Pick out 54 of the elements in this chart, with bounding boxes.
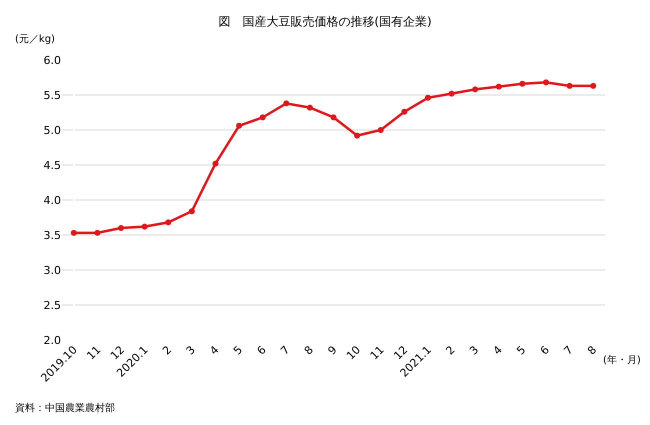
x-tick-label: 3 xyxy=(184,343,198,358)
point xyxy=(330,114,336,120)
point xyxy=(542,79,549,86)
point xyxy=(472,86,478,92)
point xyxy=(448,90,455,97)
x-tick-label: 3 xyxy=(467,343,482,358)
y-tick-label: 2.5 xyxy=(44,298,61,312)
point xyxy=(496,84,502,90)
x-tick-label: 6 xyxy=(254,343,269,358)
x-tick-label: 2 xyxy=(160,343,174,358)
x-tick-label: 2 xyxy=(443,343,458,358)
x-tick-label: 4 xyxy=(207,343,222,358)
point xyxy=(424,94,431,101)
x-tick-label: 5 xyxy=(230,343,246,358)
x-tick-label: 6 xyxy=(538,343,552,358)
y-tick-label: 3.5 xyxy=(44,228,61,242)
x-tick-label: 10 xyxy=(344,343,364,362)
point xyxy=(165,219,172,226)
x-axis-title: (年・月) xyxy=(603,354,641,366)
point xyxy=(260,114,266,120)
x-tick-label: 4 xyxy=(490,343,505,358)
y-tick-label: 4.5 xyxy=(44,158,61,172)
point xyxy=(212,160,218,167)
point xyxy=(566,82,573,89)
point xyxy=(236,122,242,129)
chart-title: 図 国産大豆販売価格の推移(国有企業) xyxy=(218,14,432,28)
point xyxy=(590,82,596,89)
y-tick-label: 2.0 xyxy=(44,334,61,347)
point xyxy=(142,224,148,230)
point xyxy=(94,230,100,236)
x-tick-label: 11 xyxy=(84,343,104,362)
y-tick-label: 6.0 xyxy=(44,54,61,67)
point xyxy=(519,80,526,87)
y-tick-label: 5.5 xyxy=(44,88,61,102)
point xyxy=(306,104,313,111)
point xyxy=(378,127,384,133)
y-axis-title: (元／kg) xyxy=(15,34,56,45)
x-tick-label: 5 xyxy=(514,343,528,358)
y-tick-label: 4.0 xyxy=(44,194,61,207)
x-tick-label: 8 xyxy=(585,343,600,358)
point xyxy=(188,208,195,214)
point xyxy=(283,100,290,106)
point xyxy=(354,132,360,139)
y-tick-label: 3.0 xyxy=(44,264,61,277)
text: 資料：中国農業農村部 xyxy=(15,402,115,414)
x-tick-label: 7 xyxy=(278,343,292,358)
point xyxy=(118,225,124,231)
y-tick-label: 5.0 xyxy=(44,124,61,137)
point xyxy=(401,108,408,115)
x-tick-label: 8 xyxy=(302,343,316,358)
x-tick-label: 7 xyxy=(561,343,576,358)
point xyxy=(70,230,77,236)
x-tick-label: 9 xyxy=(325,343,340,358)
x-tick-label: 11 xyxy=(368,343,387,362)
